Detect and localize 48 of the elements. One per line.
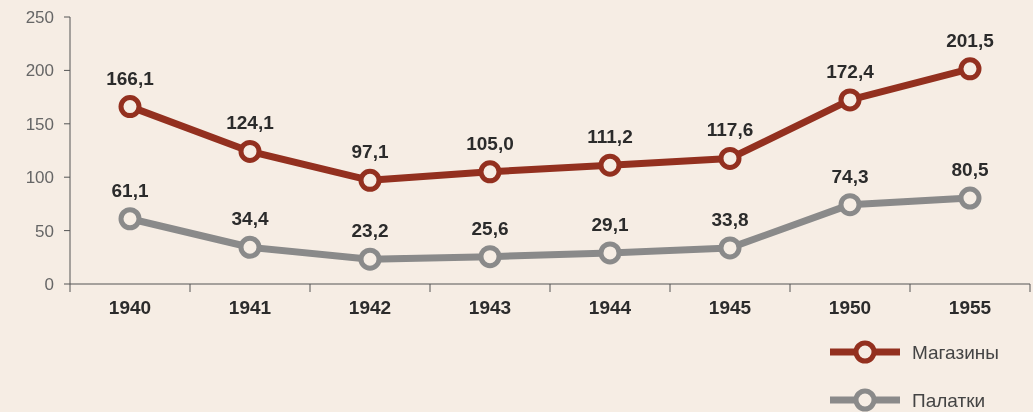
point — [358, 168, 382, 192]
y-tick-label: 200 — [25, 61, 54, 81]
y-tick-label: 150 — [25, 114, 54, 134]
point — [838, 88, 862, 112]
legend-label: Палатки — [912, 390, 986, 411]
data-label: 201,5 — [946, 29, 995, 51]
data-label: 124,1 — [226, 112, 275, 134]
y-tick-label: 100 — [25, 168, 54, 188]
data-label: 80,5 — [951, 159, 989, 181]
data-label: 74,3 — [831, 165, 869, 187]
x-tick-label: 1940 — [108, 297, 152, 318]
data-label: 23,2 — [351, 220, 389, 242]
y-tick-label: 250 — [25, 8, 54, 27]
point — [118, 207, 142, 231]
point — [118, 95, 142, 119]
point — [958, 186, 982, 210]
point — [478, 245, 502, 269]
data-label: 172,4 — [826, 60, 875, 82]
point — [718, 236, 742, 260]
point — [358, 247, 382, 271]
data-label: 111,2 — [587, 126, 633, 148]
data-label: 117,6 — [706, 119, 754, 141]
x-tick-label: 1942 — [348, 297, 392, 318]
point — [958, 57, 982, 81]
data-label: 29,1 — [591, 213, 629, 235]
point — [478, 160, 502, 184]
data-label: 97,1 — [351, 141, 389, 163]
point — [718, 146, 742, 170]
point — [238, 235, 262, 259]
point — [598, 153, 622, 177]
x-tick-label: 1945 — [708, 297, 752, 318]
point — [838, 193, 862, 217]
data-label: 33,8 — [711, 208, 749, 230]
y-tick-label: 50 — [35, 221, 54, 241]
x-tick-label: 1944 — [588, 297, 632, 318]
data-label: 166,1 — [106, 67, 155, 89]
data-label: 61,1 — [111, 179, 149, 201]
x-tick-label: 1941 — [228, 297, 272, 318]
data-label: 34,4 — [231, 208, 269, 230]
legend-label: Магазины — [912, 342, 999, 363]
x-tick-label: 1943 — [468, 297, 512, 318]
point — [598, 241, 622, 265]
data-label: 105,0 — [466, 132, 514, 154]
x-tick-label: 1950 — [828, 297, 872, 318]
data-label: 25,6 — [471, 217, 509, 239]
x-tick-label: 1955 — [948, 297, 992, 318]
point — [238, 139, 262, 163]
y-tick-label: 0 — [44, 275, 54, 294]
